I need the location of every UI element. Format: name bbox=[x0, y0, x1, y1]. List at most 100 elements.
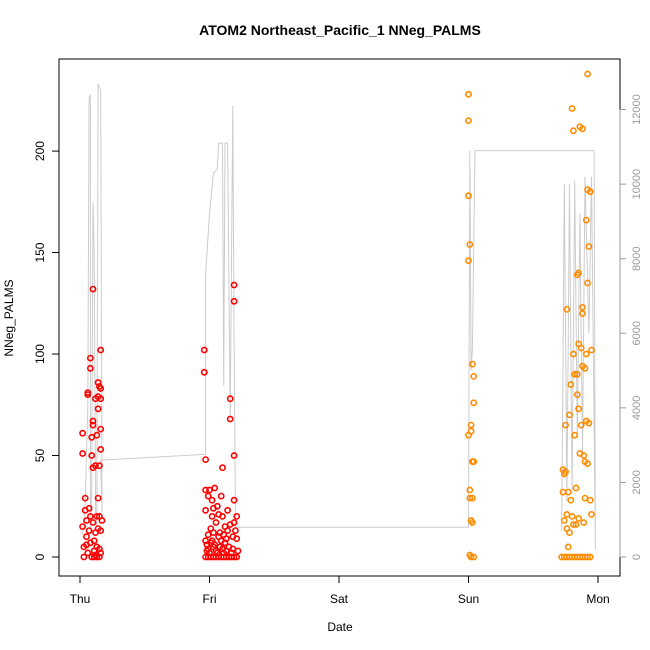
data-point bbox=[202, 506, 209, 514]
data-point bbox=[566, 529, 573, 536]
data-point bbox=[209, 529, 217, 536]
y-tick-label: 100 bbox=[33, 344, 47, 364]
y-axis: 0 50 100 150 200 bbox=[33, 141, 60, 560]
data-point bbox=[586, 553, 594, 561]
data-point bbox=[222, 535, 230, 543]
data-point bbox=[567, 381, 575, 388]
data-point bbox=[93, 513, 101, 520]
x-tick-label: Thu bbox=[70, 592, 91, 606]
data-point bbox=[564, 488, 572, 496]
data-point bbox=[566, 411, 573, 419]
y2-tick-label: 8000 bbox=[631, 246, 643, 270]
y2-tick-label: 10000 bbox=[631, 169, 643, 200]
data-point bbox=[84, 389, 92, 396]
data-point bbox=[575, 515, 582, 522]
data-point bbox=[231, 527, 239, 534]
data-point bbox=[465, 90, 472, 98]
data-point bbox=[89, 285, 97, 293]
data-point bbox=[84, 549, 92, 557]
chart-title: ATOM2 Northeast_Pacific_1 NNeg_PALMS bbox=[199, 22, 481, 38]
data-point bbox=[572, 484, 580, 492]
data-point bbox=[88, 452, 96, 459]
data-point bbox=[465, 192, 472, 200]
data-point bbox=[585, 243, 593, 250]
data-point bbox=[571, 431, 579, 439]
data-point bbox=[219, 513, 226, 520]
data-point bbox=[97, 425, 105, 433]
data-point bbox=[584, 70, 591, 78]
y2-tick-label: 12000 bbox=[631, 94, 643, 125]
x-tick-label: Mon bbox=[586, 592, 609, 606]
data-point bbox=[89, 519, 97, 526]
data-point bbox=[573, 391, 581, 398]
data-point bbox=[217, 492, 225, 500]
data-point bbox=[588, 346, 595, 354]
data-point bbox=[81, 494, 89, 502]
data-point bbox=[579, 310, 586, 317]
data-point bbox=[466, 241, 474, 248]
data-point bbox=[202, 456, 209, 463]
data-point bbox=[575, 405, 582, 413]
data-point bbox=[584, 553, 591, 561]
data-point bbox=[87, 354, 94, 362]
data-point bbox=[230, 496, 238, 504]
data-point bbox=[89, 417, 97, 425]
data-point bbox=[200, 346, 208, 354]
data-point bbox=[97, 527, 105, 534]
data-point bbox=[562, 468, 569, 476]
data-point bbox=[233, 535, 241, 543]
data-point bbox=[570, 521, 577, 528]
y2-tick-label: 6000 bbox=[631, 321, 643, 345]
data-point bbox=[93, 431, 101, 439]
data-point bbox=[586, 496, 594, 504]
data-point bbox=[466, 486, 474, 494]
data-point bbox=[467, 427, 475, 435]
data-point bbox=[234, 547, 242, 555]
data-point bbox=[211, 484, 219, 492]
data-point bbox=[87, 513, 94, 520]
y-tick-label: 50 bbox=[33, 449, 47, 463]
x-axis-label: Date bbox=[327, 620, 353, 634]
data-point bbox=[219, 464, 226, 472]
data-point bbox=[96, 462, 103, 470]
data-point bbox=[570, 127, 577, 135]
data-point bbox=[83, 533, 90, 541]
data-point bbox=[586, 188, 594, 196]
data-point bbox=[580, 519, 588, 526]
data-point bbox=[208, 513, 216, 520]
data-point bbox=[577, 421, 585, 429]
data-point bbox=[92, 462, 99, 470]
data-point bbox=[94, 405, 102, 413]
y-tick-label: 200 bbox=[33, 141, 47, 161]
right-axis-series-line bbox=[82, 83, 596, 550]
data-point bbox=[564, 543, 572, 551]
data-point bbox=[97, 395, 105, 403]
data-point bbox=[90, 537, 98, 545]
data-point bbox=[563, 305, 571, 313]
data-point bbox=[80, 553, 88, 561]
data-point bbox=[79, 450, 86, 457]
data-point bbox=[584, 460, 591, 467]
data-points bbox=[79, 70, 595, 561]
data-point bbox=[584, 279, 591, 287]
data-point bbox=[467, 553, 475, 561]
data-point bbox=[582, 216, 590, 224]
data-point bbox=[572, 521, 580, 528]
data-point bbox=[468, 519, 476, 526]
data-point bbox=[97, 445, 105, 453]
data-point bbox=[213, 502, 221, 510]
data-point bbox=[202, 486, 209, 494]
data-point bbox=[579, 125, 586, 133]
data-point bbox=[230, 452, 238, 459]
data-point bbox=[224, 506, 231, 514]
data-point bbox=[580, 452, 588, 459]
data-point bbox=[470, 399, 478, 407]
data-point bbox=[568, 105, 576, 112]
data-point bbox=[85, 504, 93, 512]
data-point bbox=[89, 421, 97, 429]
data-point bbox=[212, 519, 220, 526]
plot-frame bbox=[58, 58, 621, 577]
data-point bbox=[79, 523, 86, 530]
data-point bbox=[83, 517, 90, 524]
y2-tick-label: 2000 bbox=[631, 470, 643, 494]
